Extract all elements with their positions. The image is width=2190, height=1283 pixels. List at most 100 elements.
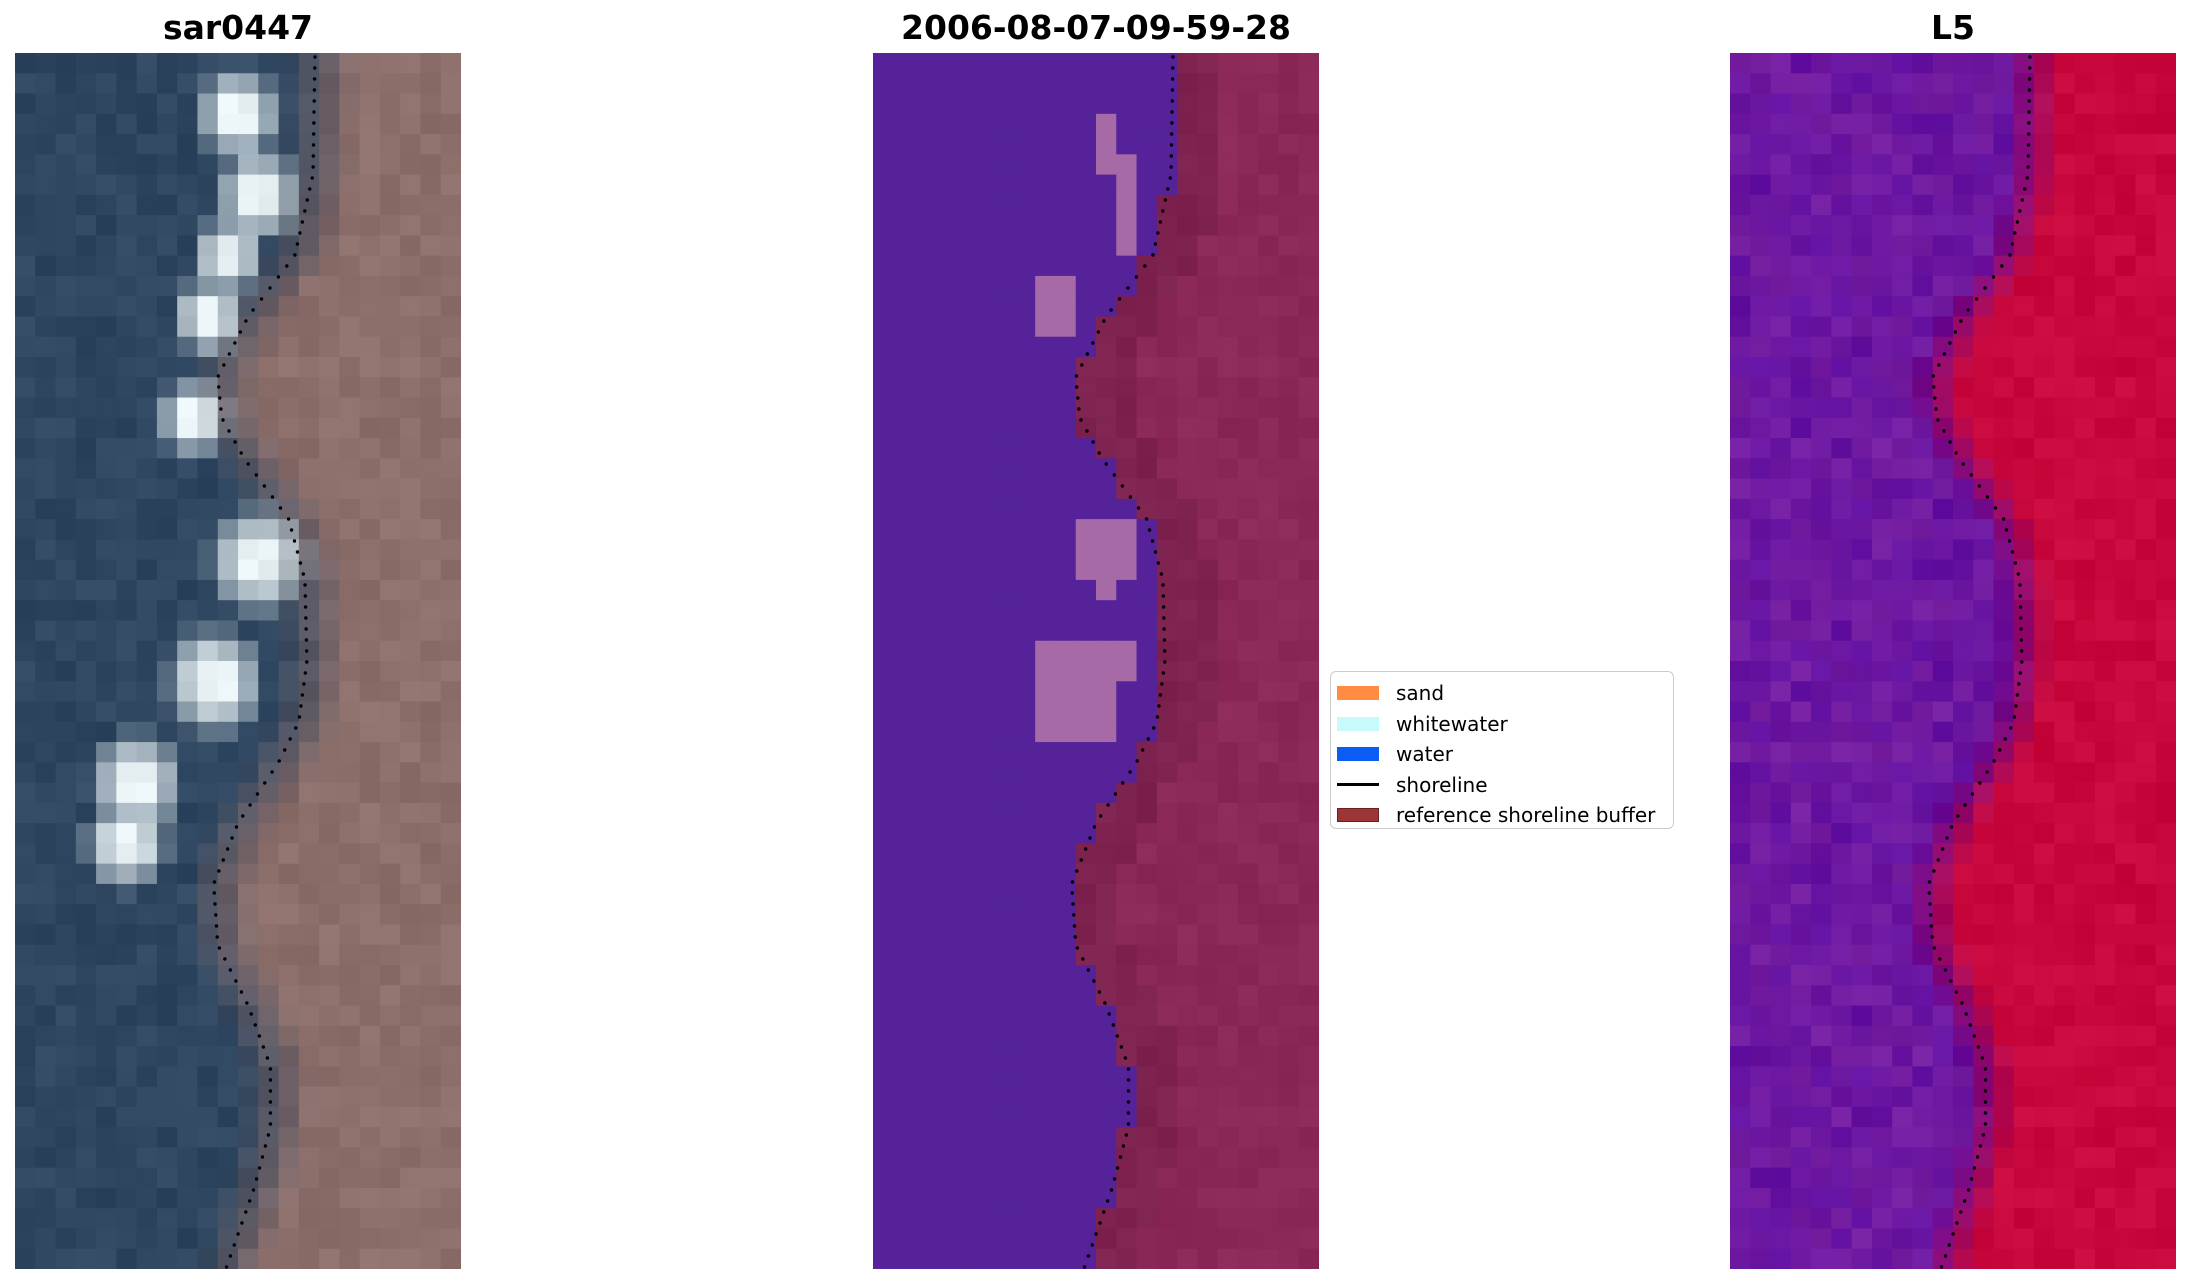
shoreline-point [1992, 759, 1996, 763]
rgb-pixel [15, 701, 36, 723]
class-pixel [1197, 620, 1219, 642]
class-pixel [1096, 255, 1117, 277]
index-pixel [1871, 863, 1893, 885]
rgb-pixel [319, 1187, 340, 1209]
class-pixel [933, 1248, 955, 1269]
class-pixel [1278, 417, 1300, 439]
index-pixel [1770, 742, 1792, 763]
class-pixel [1298, 1066, 1319, 1088]
shoreline-point [1070, 880, 1075, 884]
class-pixel [1258, 1208, 1280, 1230]
shoreline-point [1932, 385, 1936, 389]
index-pixel [2135, 296, 2157, 318]
index-pixel [1851, 782, 1873, 804]
class-pixel [1197, 579, 1219, 601]
class-pixel [913, 458, 935, 480]
class-pixel [1055, 498, 1077, 520]
index-pixel [2034, 498, 2055, 520]
rgb-pixel [217, 458, 239, 480]
rgb-pixel [359, 275, 381, 297]
index-pixel [1953, 357, 1974, 378]
index-pixel [1851, 235, 1873, 257]
rgb-pixel [55, 620, 77, 642]
class-pixel [994, 438, 1016, 459]
class-pixel [1035, 1066, 1057, 1088]
rgb-pixel [116, 1167, 138, 1189]
class-pixel [1156, 1025, 1178, 1047]
rgb-pixel [55, 701, 77, 723]
class-pixel [1237, 863, 1259, 885]
class-pixel [1116, 397, 1138, 419]
class-pixel [1298, 498, 1319, 520]
class-pixel [1014, 1127, 1036, 1148]
rgb-pixel [15, 1147, 36, 1169]
class-pixel [1197, 397, 1219, 419]
index-pixel [1831, 721, 1853, 743]
class-pixel [1258, 681, 1280, 703]
index-pixel [1750, 863, 1772, 885]
index-pixel [2135, 1147, 2157, 1169]
index-pixel [1892, 843, 1914, 865]
rgb-pixel [75, 1208, 97, 1230]
rgb-pixel [319, 1106, 340, 1128]
index-pixel [1871, 296, 1893, 318]
index-pixel [1851, 296, 1873, 318]
legend-item-water: water [1337, 739, 1673, 770]
index-pixel [2013, 174, 2035, 196]
index-pixel [1993, 1208, 2015, 1230]
rgb-pixel [217, 1248, 239, 1269]
class-pixel [933, 458, 955, 480]
rgb-pixel [379, 1248, 401, 1269]
class-pixel [974, 417, 996, 439]
rgb-pixel [75, 498, 97, 520]
index-pixel [2135, 721, 2157, 743]
class-pixel [1156, 498, 1178, 520]
shoreline-point [1162, 638, 1167, 642]
shoreline-point [1978, 781, 1982, 785]
class-pixel [893, 965, 915, 986]
class-pixel [1136, 883, 1158, 905]
class-pixel [893, 53, 915, 74]
shoreline-point [1934, 407, 1938, 411]
index-pixel [2094, 681, 2116, 703]
rgb-pixel [258, 661, 280, 682]
index-pixel [2034, 701, 2055, 723]
class-pixel [933, 1046, 955, 1067]
index-pixel [1790, 823, 1812, 844]
class-pixel [994, 235, 1016, 257]
class-pixel [1075, 215, 1097, 236]
index-pixel [1892, 661, 1914, 682]
shoreline-point [1983, 1122, 1988, 1126]
index-pixel [1851, 113, 1873, 135]
index-pixel [2054, 296, 2076, 318]
index-pixel [2115, 275, 2137, 297]
index-pixel [1851, 215, 1873, 236]
rgb-pixel [136, 1005, 158, 1027]
shoreline-point [1956, 814, 1960, 818]
shoreline-point [1126, 1122, 1131, 1126]
rgb-pixel [440, 620, 461, 642]
index-pixel [1993, 73, 2015, 95]
index-pixel [2034, 742, 2055, 763]
rgb-pixel [379, 924, 401, 946]
rgb-pixel [136, 802, 158, 824]
rgb-pixel [217, 1127, 239, 1148]
shoreline-point [1072, 913, 1076, 917]
index-pixel [1993, 742, 2015, 763]
class-pixel [1156, 579, 1178, 601]
shoreline-point [1942, 352, 1947, 356]
index-pixel [1790, 1025, 1812, 1047]
class-pixel [1035, 559, 1057, 581]
rgb-pixel [319, 73, 340, 95]
class-pixel [1136, 478, 1158, 500]
rgb-pixel [440, 458, 461, 480]
rgb-pixel [440, 721, 461, 743]
class-pixel [954, 194, 975, 216]
class-pixel [893, 1046, 915, 1067]
rgb-pixel [238, 1208, 259, 1230]
index-pixel [1770, 1005, 1792, 1027]
index-pixel [1730, 985, 1751, 1007]
rgb-pixel [258, 559, 280, 581]
class-pixel [1116, 174, 1138, 196]
rgb-pixel [359, 1228, 381, 1250]
